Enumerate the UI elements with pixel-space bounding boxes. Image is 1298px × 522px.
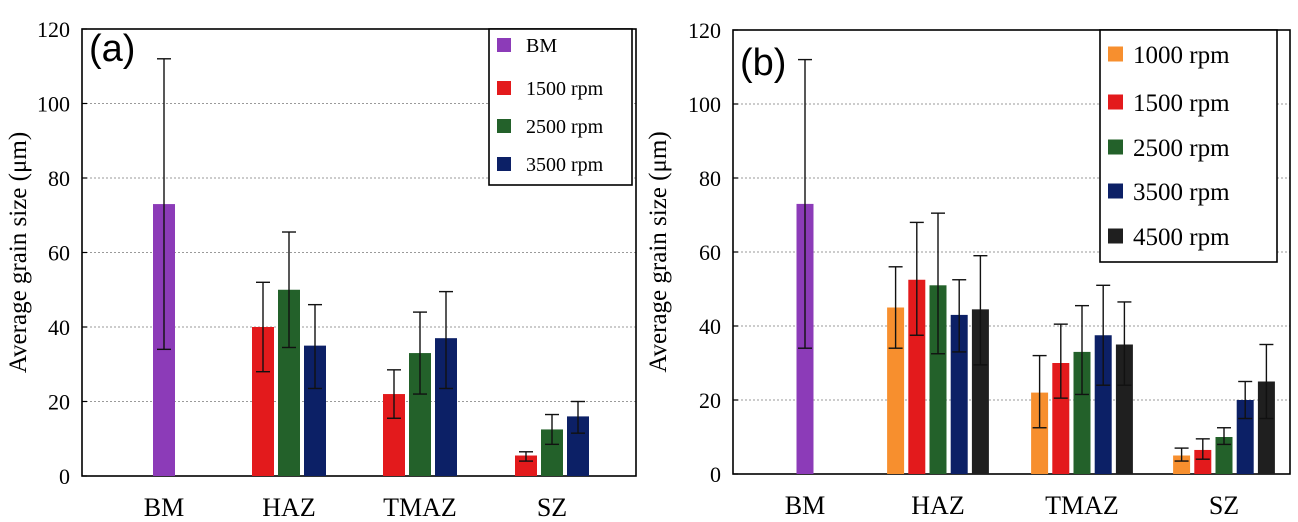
legend-label: 1500 rpm: [526, 78, 604, 100]
legend-box: [1099, 29, 1278, 263]
legend-swatch: [497, 38, 511, 52]
x-tick-label: HAZ: [911, 491, 964, 520]
legend-label: BM: [526, 35, 557, 57]
bar: [929, 285, 947, 474]
bar: [278, 289, 300, 476]
bar: [1194, 449, 1212, 474]
x-tick-label: SZ: [1209, 491, 1239, 520]
bar: [908, 279, 926, 474]
legend-swatch: [1108, 94, 1123, 110]
x-tick-label: TMAZ: [383, 493, 457, 522]
bar: [1031, 392, 1049, 474]
legend-label: 1500 rpm: [1133, 90, 1230, 117]
legend-swatch: [497, 119, 511, 133]
legend-label: 3500 rpm: [1133, 179, 1230, 206]
bar: [1115, 344, 1133, 474]
bar: [252, 327, 274, 476]
panel-label: (b): [740, 42, 786, 84]
legend-label: 1000 rpm: [1133, 42, 1230, 69]
y-tick-label: 80: [48, 166, 70, 191]
bar: [1173, 455, 1191, 474]
x-tick-label: BM: [785, 491, 825, 520]
legend-swatch: [497, 81, 511, 95]
chart-panel-a: 0 20 40 60 80 100 120 Average grain size (μm) BM…: [5, 17, 637, 522]
bar: [971, 309, 989, 474]
legend-swatch: [1108, 46, 1123, 62]
x-tick-label: TMAZ: [1045, 491, 1119, 520]
legend-swatch: [1108, 183, 1123, 199]
bar: [887, 307, 905, 474]
y-tick-label: 40: [699, 314, 721, 339]
y-axis-label: Average grain size (μm): [5, 132, 32, 373]
y-tick-label: 0: [710, 462, 721, 487]
bar: [409, 353, 431, 476]
bar: [1257, 381, 1275, 474]
y-tick-label: 100: [688, 92, 721, 117]
bar: [541, 429, 563, 476]
panel-label: (a): [89, 28, 135, 70]
legend-label: 2500 rpm: [1133, 135, 1230, 162]
y-axis-label: Average grain size (μm): [645, 131, 672, 372]
y-tick-label: 80: [699, 166, 721, 191]
bar: [1073, 351, 1091, 474]
legend-label: 3500 rpm: [526, 154, 604, 176]
legend-swatch: [497, 157, 511, 171]
y-tick-label: 40: [48, 315, 70, 340]
bar: [435, 338, 457, 476]
chart-panel-b: 0 20 40 60 80 100 120 Average grain size (μm) BM…: [645, 18, 1291, 520]
legend-swatch: [1108, 139, 1123, 155]
y-tick-label: 120: [37, 17, 70, 42]
y-tick-label: 100: [37, 92, 70, 117]
legend-label: 4500 rpm: [1133, 224, 1230, 251]
y-tick-label: 20: [699, 388, 721, 413]
y-tick-label: 60: [699, 240, 721, 265]
bar: [1094, 335, 1112, 474]
legend-box: [488, 28, 633, 186]
bar: [1215, 437, 1233, 474]
y-tick-label: 20: [48, 390, 70, 415]
legend-label: 2500 rpm: [526, 116, 604, 138]
bar: [304, 345, 326, 476]
y-tick-label: 120: [688, 18, 721, 43]
bar: [567, 416, 589, 476]
legend-swatch: [1108, 228, 1123, 244]
y-tick-label: 0: [59, 464, 70, 489]
y-tick-label: 60: [48, 241, 70, 266]
x-tick-label: HAZ: [262, 493, 315, 522]
x-tick-label: BM: [144, 493, 184, 522]
bar: [1052, 363, 1070, 474]
bar: [383, 394, 405, 476]
x-tick-label: SZ: [537, 493, 567, 522]
bar: [950, 314, 968, 474]
